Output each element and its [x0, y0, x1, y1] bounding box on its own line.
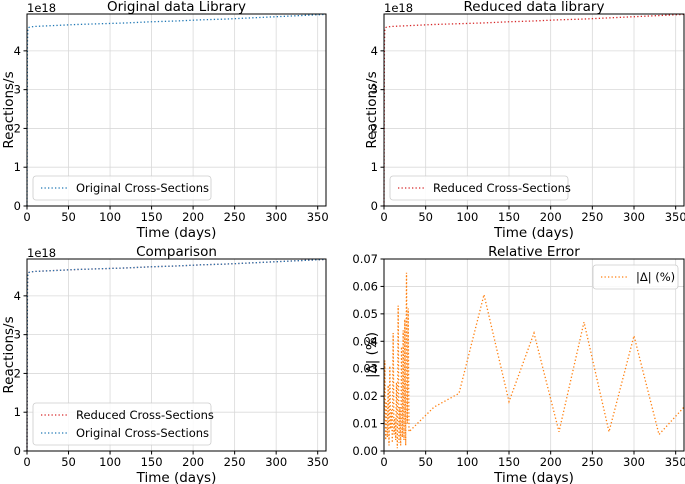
y-axis-label: Reactions/s: [1, 71, 17, 148]
x-tick-label: 100: [99, 455, 121, 469]
legend-label: |Δ| (%): [636, 270, 675, 284]
x-tick-label: 100: [456, 455, 478, 469]
x-axis-label: Time (days): [493, 225, 574, 241]
legend: |Δ| (%): [592, 264, 679, 290]
y-tick-label: 3: [14, 83, 21, 97]
y-tick-label: 3: [371, 83, 378, 97]
axis-offset-text: 1e18: [384, 1, 413, 15]
x-tick-label: 150: [498, 210, 520, 224]
x-tick-label: 300: [265, 210, 287, 224]
x-tick-label: 250: [581, 210, 603, 224]
x-tick-label: 300: [265, 455, 287, 469]
x-tick-label: 150: [141, 210, 163, 224]
y-axis-label: Reactions/s: [364, 71, 380, 148]
y-axis-label: Reactions/s: [1, 316, 17, 393]
chart-title: Original data Library: [107, 0, 246, 15]
series-line-1: [383, 272, 685, 449]
x-tick-label: 50: [61, 210, 76, 224]
x-tick-label: 0: [23, 210, 30, 224]
y-tick-label: 0: [14, 199, 21, 213]
x-tick-label: 250: [224, 210, 246, 224]
legend-label: Reduced Cross-Sections: [433, 181, 571, 195]
chart-panel-1: 0 50 100 150 200 250 300 350 0 1 2 3 4 1e18 Original d…: [1, 0, 329, 241]
x-tick-label: 200: [540, 210, 562, 224]
y-tick-label: 0: [371, 199, 378, 213]
x-tick-label: 100: [456, 210, 478, 224]
legend-label: Reduced Cross-Sections: [76, 408, 214, 422]
legend-frame: [389, 175, 569, 201]
y-tick-label: 1: [371, 160, 378, 174]
y-tick-label: 2: [14, 366, 21, 380]
legend-label: Original Cross-Sections: [76, 426, 209, 440]
chart-panel-4: 0 50 100 150 200 250 300 350 0.00 0.01 0.02 0.03 0.0…: [352, 244, 685, 484]
x-tick-label: 200: [540, 455, 562, 469]
plot-frame: [383, 258, 685, 452]
axis-offset-text: 1e18: [27, 1, 56, 15]
y-tick-label: 0: [14, 444, 21, 458]
x-tick-label: 300: [623, 210, 645, 224]
series-line-2: [26, 258, 327, 452]
x-tick-label: 0: [380, 455, 387, 469]
y-tick-label: 0.02: [352, 389, 378, 403]
y-tick-label: 2: [14, 121, 21, 135]
x-tick-label: 100: [99, 210, 121, 224]
x-axis-label: Time (days): [493, 470, 574, 484]
x-tick-label: 50: [61, 455, 76, 469]
y-axis-label: |Δ| (%): [364, 332, 380, 378]
y-tick-label: 2: [371, 121, 378, 135]
x-tick-label: 300: [623, 455, 645, 469]
plot-frame: [383, 13, 685, 207]
chart-title: Comparison: [136, 244, 217, 260]
x-tick-label: 50: [418, 455, 433, 469]
x-tick-label: 0: [23, 455, 30, 469]
legend: Reduced Cross-Sections: [389, 175, 571, 201]
y-tick-label: 0.00: [352, 444, 378, 458]
x-tick-label: 350: [665, 455, 685, 469]
y-tick-label: 0.01: [352, 417, 378, 431]
chart-title: Relative Error: [488, 244, 580, 260]
x-tick-label: 50: [418, 210, 433, 224]
y-tick-label: 1: [14, 405, 21, 419]
chart-panel-3: 0 50 100 150 200 250 300 350 0 1 2 3 4 1e18 Comparison…: [1, 244, 329, 484]
x-tick-label: 200: [182, 455, 204, 469]
legend: Original Cross-Sections: [32, 175, 212, 201]
y-tick-label: 1: [14, 160, 21, 174]
chart-title: Reduced data library: [464, 0, 605, 15]
series-line-1: [383, 13, 685, 207]
y-tick-label: 0.03: [352, 362, 378, 376]
y-tick-label: 0.05: [352, 307, 378, 321]
x-tick-label: 0: [380, 210, 387, 224]
y-tick-label: 4: [14, 44, 21, 58]
plot-frame: [26, 258, 327, 452]
legend-frame: [32, 402, 212, 446]
legend-label: Original Cross-Sections: [76, 181, 209, 195]
y-tick-label: 0.07: [352, 252, 378, 266]
x-tick-label: 350: [307, 210, 329, 224]
x-tick-label: 150: [141, 455, 163, 469]
plot-frame: [26, 13, 327, 207]
x-tick-label: 200: [182, 210, 204, 224]
x-tick-label: 250: [224, 455, 246, 469]
axis-offset-text: 1e18: [27, 246, 56, 260]
y-tick-label: 3: [14, 328, 21, 342]
series-line-1: [26, 13, 327, 207]
x-tick-label: 350: [665, 210, 685, 224]
y-tick-label: 4: [14, 289, 21, 303]
x-tick-label: 250: [581, 455, 603, 469]
legend: Reduced Cross-Sections Original Cross-Sec…: [32, 402, 214, 446]
y-tick-label: 4: [371, 44, 378, 58]
y-tick-label: 0.04: [352, 334, 378, 348]
y-tick-label: 0.06: [352, 279, 378, 293]
legend-frame: [592, 264, 679, 290]
x-axis-label: Time (days): [136, 225, 217, 241]
x-axis-label: Time (days): [136, 470, 217, 484]
x-tick-label: 150: [498, 455, 520, 469]
legend-frame: [32, 175, 212, 201]
x-tick-label: 350: [307, 455, 329, 469]
chart-panel-2: 0 50 100 150 200 250 300 350 0 1 2 3 4 1e18 Reduced da…: [364, 0, 685, 241]
